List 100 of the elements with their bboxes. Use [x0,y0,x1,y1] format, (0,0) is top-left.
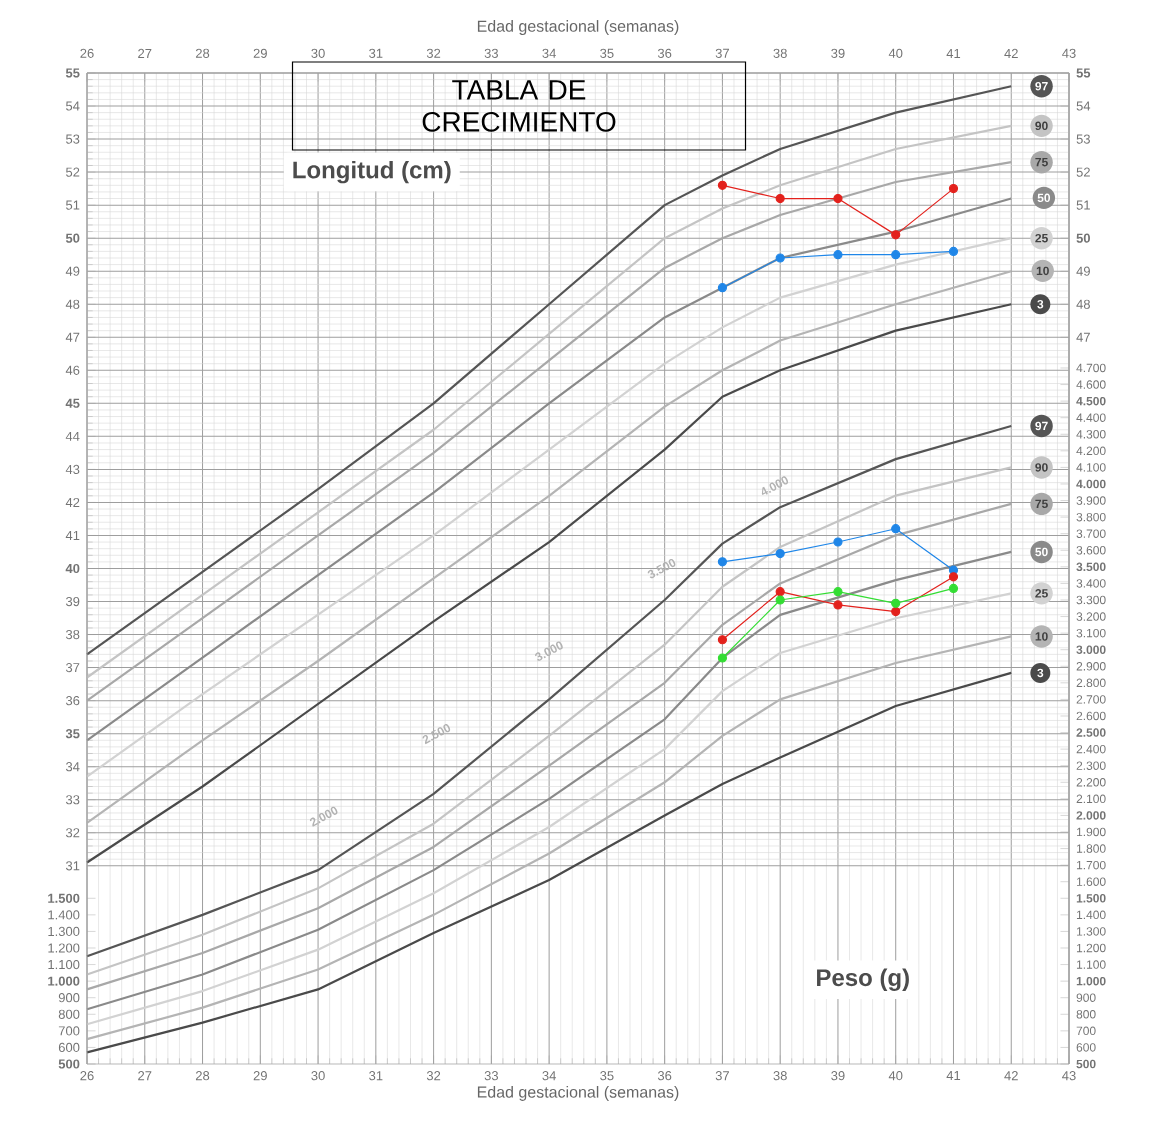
y-tick-label: 37 [65,663,80,673]
x2-tick-label: 40 [888,48,903,58]
y-tick-label: 53 [66,134,80,144]
text: 97 [1035,81,1048,91]
y-tick-label: 45 [65,398,80,408]
x-tick-label: 28 [195,1071,210,1081]
y-tick-label: 43 [65,464,80,474]
y2-axis-title: Peso (g) [817,968,909,991]
x2-tick-label: 43 [1062,48,1076,58]
text: 25 [1035,589,1048,598]
y2-tick-label: 700 [1076,1026,1096,1036]
y-tick-label: 34 [65,762,80,772]
y-tick-label: 36 [65,696,80,706]
y2-tick-label: 2.000 [1076,811,1106,820]
x2-tick-label: 32 [426,48,441,58]
x-tick-label: 41 [946,1071,961,1081]
x2-tick-label: 27 [138,48,152,58]
y2-tick-label: 3.100 [1076,628,1106,638]
y-tick-label: 49 [65,266,80,276]
y2-tick-label: 3.500 [1076,562,1106,572]
y2-tick-label: 4.700 [1076,363,1106,373]
y2-tick-label: 2.200 [1076,778,1106,787]
text: 10 [1035,632,1048,641]
text: TABLA DE CRECIMIENTO [422,80,616,132]
y2-tick-label: 2.900 [1076,662,1106,671]
y2-tick-label: 1.600 [1076,877,1106,886]
y-tick-label: 40 [65,563,80,574]
y-tick-label: 42 [65,497,80,507]
x-tick-label: 30 [311,1071,325,1081]
annotation: 3.000 [535,641,563,661]
x2-tick-label: 26 [80,48,94,58]
annotation: 4.000 [761,476,789,496]
x-tick-label: 33 [484,1071,499,1081]
x2-tick-label: 41 [946,48,961,58]
y3-tick-label: 53 [1076,134,1090,144]
y2-tick-label: 1.500 [1076,894,1106,903]
y3-tick-label: 55 [1076,68,1091,78]
y-tick-label: 31 [65,861,80,871]
x-tick-label: 39 [831,1071,845,1081]
text: 1.300 [48,926,80,937]
y-tick-label: 51 [66,200,80,210]
text: 3 [1037,299,1044,309]
y2-tick-label: 3.200 [1076,612,1106,621]
y-tick-label: 32 [65,828,80,838]
annotation: 3.500 [647,558,676,579]
y-tick-label: 44 [65,431,80,441]
x2-tick-label: 31 [369,48,383,58]
x-axis-title: Edad gestacional (semanas) [477,1085,679,1101]
x-tick-label: 38 [773,1071,787,1081]
y2-tick-label: 900 [1076,993,1096,1002]
y2-tick-label: 1.200 [1076,943,1106,953]
y3-tick-label: 47 [1076,332,1090,342]
y-tick-label: 39 [65,596,80,607]
y2-tick-label: 2.400 [1076,744,1106,754]
y2-tick-label: 500 [1076,1059,1096,1069]
y-tick-label: 38 [65,629,80,640]
x2-tick-label: 39 [831,48,845,58]
x2-tick-label: 37 [715,48,729,58]
x2-tick-label: 36 [657,48,672,58]
text: 500 [58,1059,80,1069]
x-tick-label: 27 [138,1071,152,1081]
y2-tick-label: 3.000 [1076,645,1106,654]
text: 10 [1036,266,1049,276]
y3-tick-label: 52 [1076,167,1090,177]
text: 1.200 [48,943,80,953]
y2-tick-label: 1.900 [1076,827,1106,837]
y-tick-label: 47 [65,332,80,342]
x-tick-label: 43 [1062,1071,1076,1081]
y2-tick-label: 3.300 [1076,595,1106,605]
text: 1.000 [48,976,80,986]
x-tick-label: 32 [426,1071,441,1081]
y2-tick-label: 2.800 [1076,678,1106,688]
x2-tick-label: 33 [484,48,499,58]
y-tick-label: 52 [66,167,80,177]
y2-tick-label: 3.600 [1076,546,1106,555]
x2-tick-label: 30 [311,48,325,58]
x-tick-label: 37 [715,1071,729,1081]
y-tick-label: 33 [65,795,80,805]
x2-tick-label: 35 [600,48,614,58]
y2-tick-label: 2.300 [1076,761,1106,770]
y-tick-label: 55 [65,68,80,78]
y2-tick-label: 2.100 [1076,794,1106,804]
y2-tick-label: 2.600 [1076,711,1106,721]
y2-tick-label: 1.400 [1076,910,1106,920]
y2-tick-label: 1.800 [1076,844,1106,853]
text: 700 [58,1026,80,1036]
y2-tick-label: 3.800 [1076,512,1106,522]
text: 1.400 [48,910,80,920]
text: 75 [1035,499,1048,509]
text: 50 [1035,547,1048,557]
y2-tick-label: 1.000 [1076,976,1106,986]
y2-tick-label: 3.900 [1076,496,1106,505]
text: 25 [1035,233,1048,243]
x-tick-label: 26 [80,1071,94,1081]
y2-tick-label: 1.100 [1076,960,1106,969]
text: 90 [1035,463,1048,472]
y2-tick-label: 4.000 [1076,479,1106,489]
y3-tick-label: 51 [1076,200,1090,210]
y2-tick-label: 4.100 [1076,463,1106,472]
text: 97 [1035,421,1048,431]
